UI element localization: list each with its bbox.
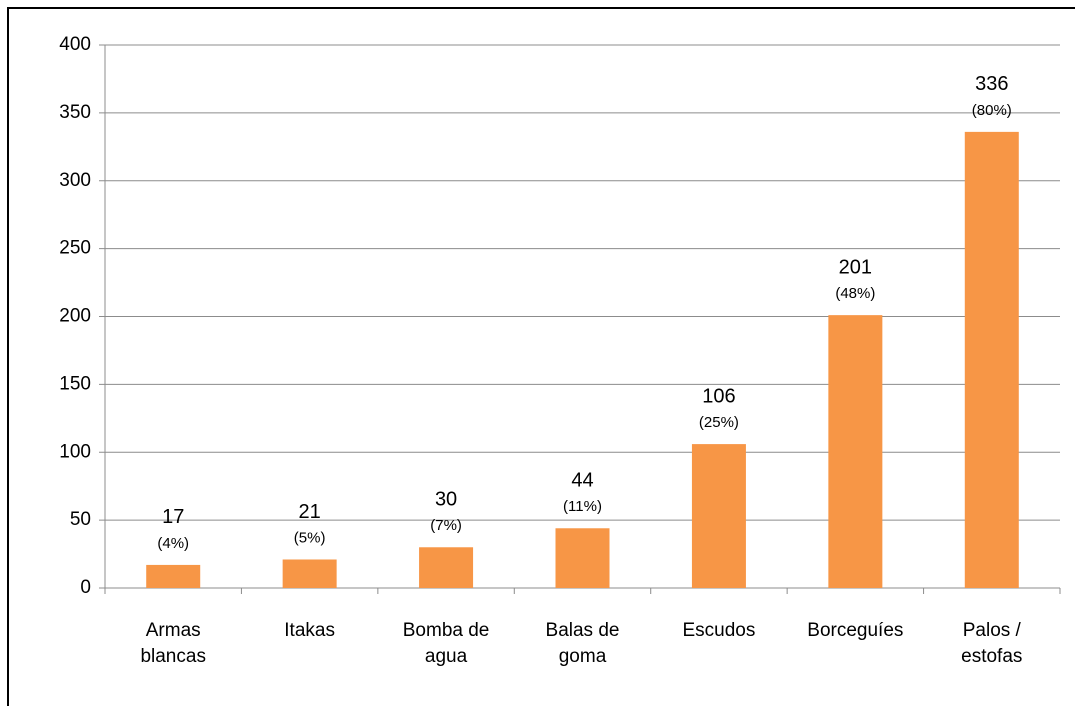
bar	[828, 315, 883, 588]
bar	[419, 547, 474, 588]
value-label: 30	[435, 489, 457, 511]
value-label: 44	[571, 470, 593, 492]
y-tick-label: 0	[80, 577, 91, 598]
bar	[555, 528, 610, 588]
y-tick-label: 150	[59, 373, 91, 394]
percent-label: (7%)	[430, 517, 462, 534]
y-tick-label: 250	[59, 238, 91, 259]
x-tick-label: Armas blancas	[140, 620, 206, 667]
x-tick-label: Borceguíes	[807, 620, 904, 641]
bar	[691, 444, 746, 588]
y-tick-label: 300	[59, 170, 91, 191]
percent-label: (80%)	[972, 102, 1012, 119]
y-tick-label: 350	[59, 102, 91, 123]
percent-label: (25%)	[699, 414, 739, 431]
y-tick-label: 50	[70, 509, 91, 530]
x-tick-label: Itakas	[284, 620, 335, 641]
x-tick-label: Palos / estofas	[961, 620, 1023, 667]
value-label: 336	[975, 73, 1008, 95]
value-label: 201	[839, 256, 872, 278]
bar	[146, 564, 201, 588]
bar	[282, 559, 337, 588]
value-label: 17	[162, 506, 184, 528]
percent-label: (11%)	[563, 498, 602, 515]
bar	[964, 131, 1019, 588]
y-tick-label: 400	[59, 34, 91, 55]
percent-label: (48%)	[835, 285, 875, 302]
percent-label: (4%)	[157, 535, 189, 552]
x-tick-label: Balas de goma	[545, 620, 620, 667]
y-tick-label: 100	[59, 441, 91, 462]
x-tick-label: Escudos	[682, 620, 756, 641]
value-label: 21	[299, 501, 321, 523]
y-tick-label: 200	[59, 306, 91, 327]
x-tick-label: Bomba de agua	[402, 620, 490, 667]
frame	[7, 7, 1075, 706]
value-label: 106	[702, 385, 735, 407]
percent-label: (5%)	[294, 529, 326, 546]
